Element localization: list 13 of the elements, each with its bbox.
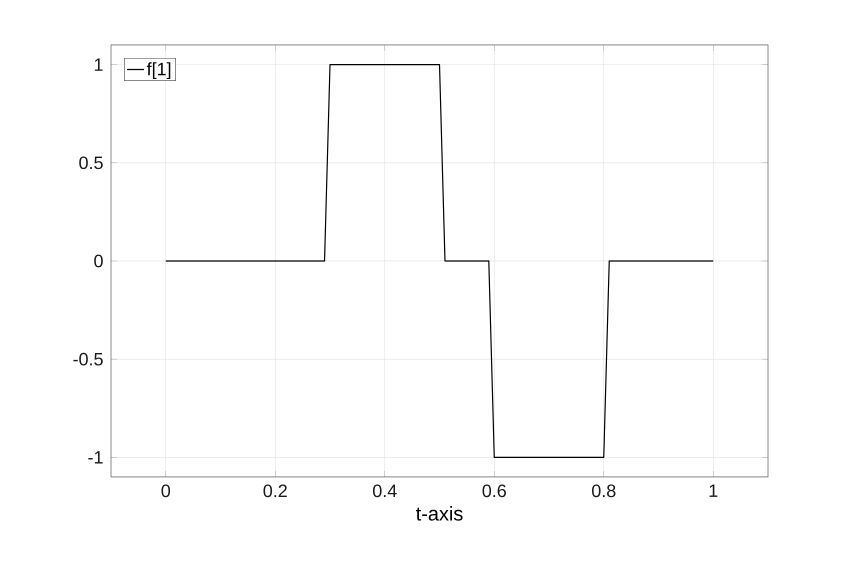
x-tick-label: 0 — [161, 484, 170, 498]
x-axis-title: t-axis — [416, 506, 463, 521]
y-tick-label: 1 — [94, 58, 103, 71]
x-tick-label: 0.6 — [482, 484, 506, 498]
x-tick-label: 1 — [710, 484, 718, 497]
x-tick-label: 0.4 — [373, 484, 397, 498]
x-tick-label: 0.8 — [592, 484, 616, 498]
y-tick-label: 0 — [94, 254, 103, 268]
y-tick-label: -1 — [88, 451, 103, 464]
y-tick-label: 0.5 — [79, 156, 103, 170]
legend-label: f[1] — [146, 62, 170, 79]
x-tick-label: 0.2 — [264, 484, 287, 498]
y-tick-label: -0.5 — [73, 352, 103, 366]
